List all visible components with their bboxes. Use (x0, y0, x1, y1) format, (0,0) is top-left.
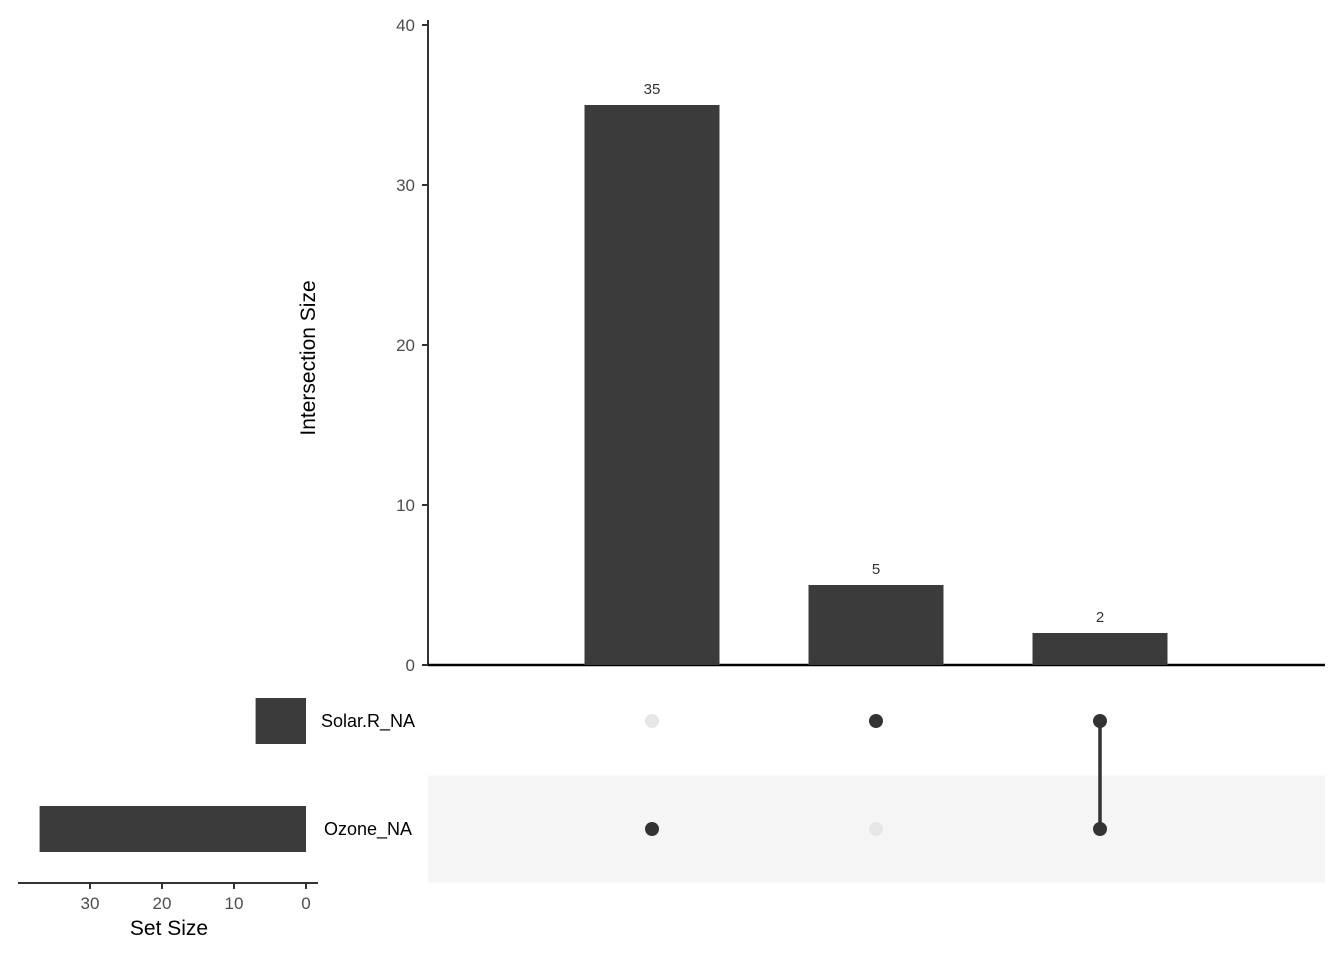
matrix-dot-0-1 (645, 822, 659, 836)
bar-value-label-0: 35 (644, 81, 661, 98)
intersection-bar-0 (584, 105, 720, 665)
y-tick-label-20: 20 (396, 336, 415, 355)
intersection-bar-2 (1032, 633, 1168, 665)
bar-value-label-1: 5 (872, 561, 880, 578)
set-size-axis-title: Set Size (130, 917, 208, 940)
y-tick-label-0: 0 (406, 656, 415, 675)
y-axis-title: Intersection Size (297, 280, 320, 435)
bar-value-label-2: 2 (1096, 609, 1104, 626)
set-size-axis: 30 20 10 0 (18, 882, 318, 913)
set-size-tick-label-20: 20 (153, 894, 172, 913)
matrix-dot-1-1 (869, 822, 883, 836)
intersection-matrix (645, 714, 1107, 836)
set-size-tick-label-10: 10 (225, 894, 244, 913)
set-size-bars (39, 698, 306, 852)
intersection-bars: 35 5 2 (584, 81, 1168, 665)
set-label-0: Solar.R_NA (321, 711, 415, 732)
set-size-bar-0 (255, 698, 306, 744)
set-size-tick-label-30: 30 (81, 894, 100, 913)
y-tick-label-40: 40 (396, 16, 415, 35)
set-size-bar-1 (39, 806, 306, 852)
set-label-1: Ozone_NA (324, 819, 412, 840)
intersection-size-axis: 0 10 20 30 40 (396, 16, 1325, 675)
y-tick-label-10: 10 (396, 496, 415, 515)
matrix-dot-1-0 (869, 714, 883, 728)
set-labels: Solar.R_NA Ozone_NA (321, 711, 415, 840)
set-size-tick-label-0: 0 (301, 894, 310, 913)
matrix-dot-2-0 (1093, 714, 1107, 728)
intersection-bar-1 (808, 585, 944, 665)
y-tick-label-30: 30 (396, 176, 415, 195)
matrix-dot-2-1 (1093, 822, 1107, 836)
matrix-dot-0-0 (645, 714, 659, 728)
